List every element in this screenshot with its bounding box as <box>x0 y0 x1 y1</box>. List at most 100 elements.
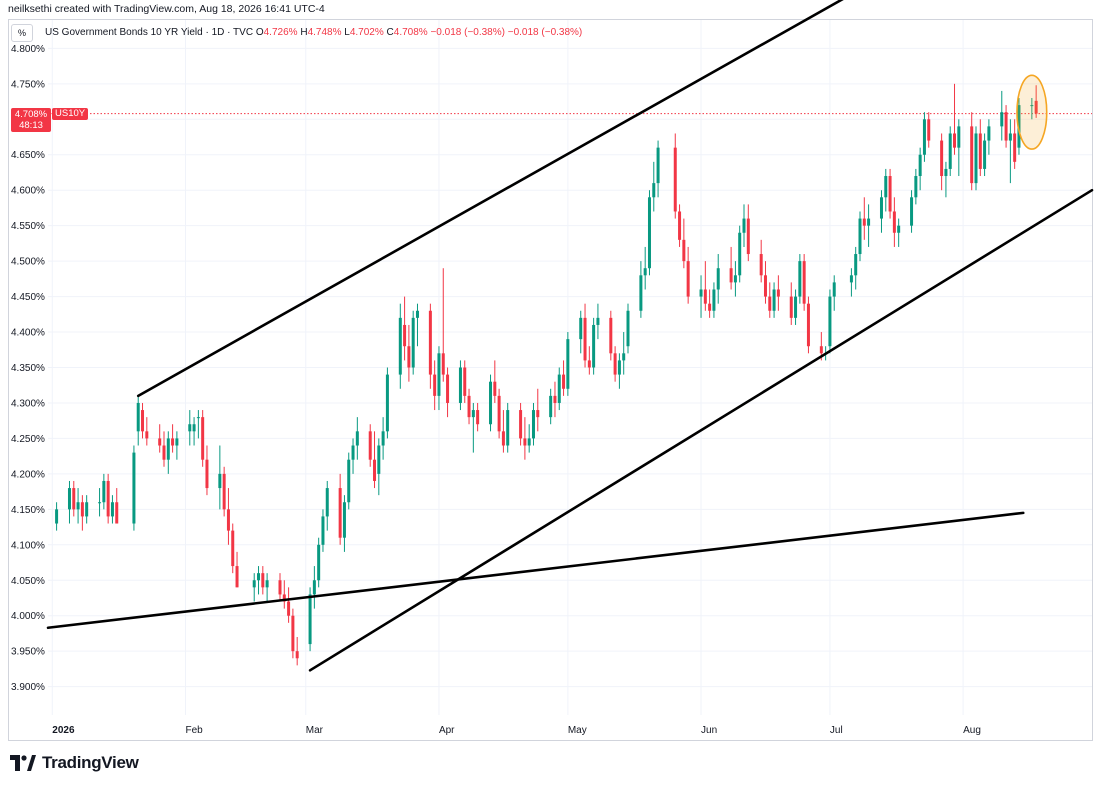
candle-body <box>312 580 316 595</box>
candle-body <box>463 367 467 396</box>
candle-body <box>441 353 445 375</box>
candle-body <box>622 353 626 361</box>
chart-frame <box>8 19 1093 741</box>
candle-body <box>699 289 703 297</box>
candle-body <box>407 346 411 368</box>
candle-body <box>794 296 798 318</box>
candle-body <box>746 218 750 255</box>
candle-body <box>188 424 192 432</box>
candle-body <box>626 310 630 347</box>
y-tick-label: 4.050% <box>11 576 45 587</box>
candle-body <box>763 275 767 297</box>
candle-body <box>235 566 239 588</box>
candle-body <box>892 211 896 233</box>
candle-body <box>282 594 286 602</box>
unit-toggle-button[interactable]: % <box>11 24 33 42</box>
candle-body <box>398 317 402 375</box>
candle-body <box>110 502 114 517</box>
candle-body <box>1034 100 1038 114</box>
candle-body <box>858 218 862 255</box>
candle-body <box>948 133 952 169</box>
y-tick-label: 4.250% <box>11 434 45 445</box>
legend-low-key: L <box>344 27 350 38</box>
highlight-ellipse <box>1016 74 1048 150</box>
legend-high-key: H <box>300 27 308 38</box>
candle-body <box>557 374 561 403</box>
candle-body <box>261 573 265 588</box>
candle-body <box>196 417 200 419</box>
candle-body <box>772 289 776 311</box>
y-tick-label: 4.400% <box>11 328 45 339</box>
candle-body <box>854 254 858 276</box>
candle-body <box>587 360 591 368</box>
candle-body <box>175 438 179 446</box>
candle-body <box>609 317 613 354</box>
y-tick-label: 4.200% <box>11 469 45 480</box>
candle-body <box>879 197 883 219</box>
candle-body <box>192 424 196 432</box>
candle-body <box>703 289 707 304</box>
candle-body <box>351 445 355 460</box>
candle-body <box>80 502 84 517</box>
candle-body <box>531 410 535 439</box>
symbol-legend: US Government Bonds 10 YR Yield · 1D · T… <box>45 27 582 38</box>
candle-body <box>1017 105 1021 148</box>
candle-body <box>132 452 136 524</box>
candle-body <box>914 176 918 198</box>
candle-body <box>562 374 566 389</box>
candle-body <box>497 395 501 432</box>
symbol-tag: US10Y <box>52 107 89 120</box>
candle-body <box>527 438 531 446</box>
candle-body <box>523 438 527 446</box>
legend-low: 4.702% <box>349 27 384 38</box>
candle-body <box>867 218 871 226</box>
candle-body <box>733 275 737 283</box>
candle-body <box>1008 133 1012 141</box>
x-tick-label: 2026 <box>52 725 75 736</box>
candle-body <box>789 296 793 318</box>
trendline-channel-upper <box>136 0 844 398</box>
candle-body <box>579 317 583 340</box>
candle-body <box>922 119 926 155</box>
candle-body <box>927 119 931 141</box>
footer-logo: TradingView <box>10 753 139 773</box>
candle-body <box>673 147 677 212</box>
candle-body <box>806 303 810 347</box>
candle-body <box>716 268 720 290</box>
y-tick-label: 4.750% <box>11 79 45 90</box>
candle-body <box>940 140 944 177</box>
legend-open: 4.726% <box>263 27 298 38</box>
y-tick-label: 4.500% <box>11 257 45 268</box>
candle-body <box>849 275 853 283</box>
candle-body <box>944 168 948 177</box>
candle-body <box>201 417 205 460</box>
x-tick-label: Aug <box>963 725 981 736</box>
candle-body <box>553 395 557 403</box>
candle-body <box>983 140 987 169</box>
x-tick-label: Jun <box>701 725 717 736</box>
candle-body <box>519 410 523 439</box>
trendline-long-support <box>46 511 1025 630</box>
x-tick-label: Feb <box>185 725 203 736</box>
y-tick-label: 4.550% <box>11 221 45 232</box>
candle-body <box>970 126 974 184</box>
candle-body <box>72 488 76 510</box>
y-tick-label: 3.950% <box>11 647 45 658</box>
legend-change: −0.018 (−0.38%) <box>430 27 505 38</box>
candle-body <box>798 261 802 297</box>
candle-body <box>222 473 226 510</box>
candle-body <box>295 651 299 659</box>
candle-body <box>617 360 621 375</box>
candle-body <box>385 374 389 432</box>
legend-open-key: O <box>255 27 264 38</box>
candle-body <box>768 296 772 311</box>
candle-body <box>252 580 256 588</box>
candle-body <box>411 317 415 368</box>
candle-body <box>265 580 269 588</box>
candle-body <box>987 126 991 141</box>
y-tick-label: 4.600% <box>11 186 45 197</box>
candle-body <box>368 431 372 460</box>
candle-body <box>377 445 381 474</box>
candle-body <box>819 346 823 354</box>
